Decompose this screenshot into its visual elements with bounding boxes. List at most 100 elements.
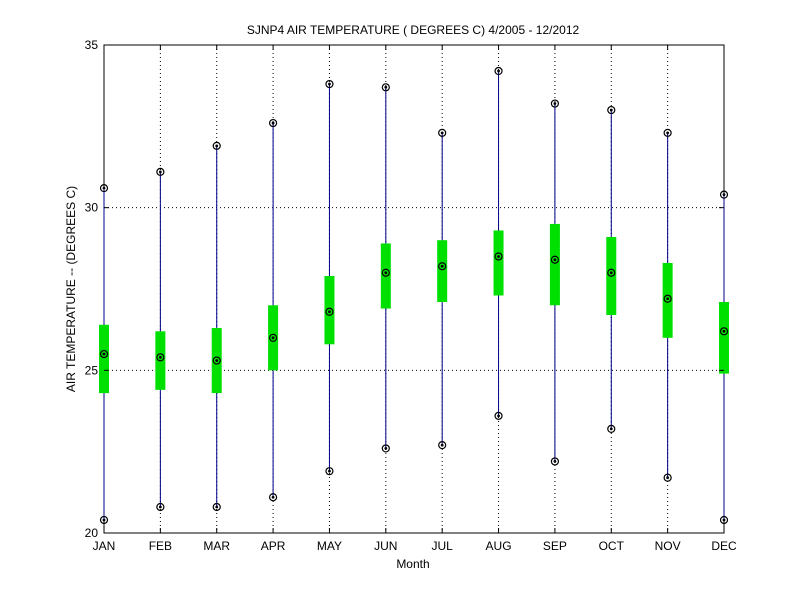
iqr-box xyxy=(719,302,729,374)
max-marker xyxy=(663,128,672,137)
max-marker-dot xyxy=(384,85,388,89)
y-axis: 20 25 30 35 xyxy=(85,38,724,540)
center-marker-dot xyxy=(158,355,162,359)
y-tick-label: 25 xyxy=(85,363,99,377)
x-tick-label: FEB xyxy=(149,539,172,553)
center-marker xyxy=(381,268,390,277)
y-tick-label: 20 xyxy=(85,526,99,540)
x-tick-label: NOV xyxy=(655,539,681,553)
chart-title: SJNP4 AIR TEMPERATURE ( DEGREES C) 4/200… xyxy=(247,23,580,37)
max-marker xyxy=(268,118,278,128)
month-box-nov xyxy=(662,128,673,482)
max-marker xyxy=(156,167,165,176)
max-marker-dot xyxy=(215,144,219,148)
y-tick-label: 35 xyxy=(85,38,99,52)
min-marker xyxy=(325,467,334,476)
x-tick-label: JUN xyxy=(374,539,397,553)
iqr-box xyxy=(437,240,448,303)
center-marker xyxy=(325,307,334,316)
min-marker xyxy=(438,441,447,450)
max-marker-dot xyxy=(609,108,613,112)
iqr-box xyxy=(324,275,335,345)
center-marker-dot xyxy=(609,271,613,275)
center-marker-dot xyxy=(666,297,670,301)
x-axis-label: Month xyxy=(396,557,429,571)
min-marker xyxy=(719,515,729,525)
iqr-box xyxy=(99,324,109,394)
max-marker xyxy=(325,79,334,89)
max-marker xyxy=(550,99,560,108)
center-marker xyxy=(550,255,560,264)
x-tick-label: JAN xyxy=(93,539,116,553)
x-tick-label: DEC xyxy=(711,539,737,553)
month-box-jan xyxy=(99,184,109,525)
min-marker-dot xyxy=(215,505,219,509)
x-tick-label: MAY xyxy=(317,539,342,553)
month-box-jun xyxy=(380,83,391,453)
grid-lines xyxy=(104,45,724,533)
max-marker xyxy=(494,66,503,76)
max-marker-dot xyxy=(271,121,275,125)
center-marker xyxy=(719,327,729,336)
iqr-box xyxy=(549,223,560,306)
min-marker xyxy=(663,473,672,482)
min-marker-dot xyxy=(666,476,670,480)
min-marker-dot xyxy=(271,495,275,499)
x-tick-label: APR xyxy=(261,539,286,553)
month-box-dec xyxy=(719,190,729,525)
x-axis: JAN FEB MAR APR MAY JUN JUL AUG SEP OCT NOV DEC xyxy=(93,45,737,553)
center-marker-dot xyxy=(215,359,219,362)
y-tick-label: 30 xyxy=(85,201,99,215)
max-marker-dot xyxy=(553,102,557,105)
x-tick-label: JUL xyxy=(432,539,454,553)
max-marker xyxy=(719,190,729,199)
center-marker xyxy=(494,252,503,261)
max-marker xyxy=(607,105,616,115)
max-marker xyxy=(212,141,221,150)
x-tick-label: AUG xyxy=(486,539,512,553)
min-marker xyxy=(550,457,560,466)
center-marker-dot xyxy=(553,258,557,262)
center-marker xyxy=(663,294,672,303)
min-marker xyxy=(607,424,616,433)
center-marker-dot xyxy=(384,271,388,275)
min-marker xyxy=(156,502,165,512)
x-tick-label: MAR xyxy=(203,539,230,553)
data-layer xyxy=(99,66,729,525)
iqr-box xyxy=(662,262,673,338)
max-marker xyxy=(438,128,447,137)
month-box-sep xyxy=(549,99,560,466)
max-marker-dot xyxy=(440,131,444,135)
max-marker-dot xyxy=(328,82,331,86)
max-marker-dot xyxy=(666,131,670,135)
month-box-apr xyxy=(268,118,279,502)
center-marker xyxy=(212,356,221,365)
iqr-box xyxy=(493,230,504,296)
max-marker-dot xyxy=(102,186,106,190)
max-marker xyxy=(381,83,390,92)
center-marker-dot xyxy=(271,336,275,340)
min-marker-dot xyxy=(102,518,106,522)
min-marker-dot xyxy=(722,518,726,522)
min-marker-dot xyxy=(553,460,557,463)
y-axis-label: AIR TEMPERATURE -- (DEGREES C) xyxy=(64,186,78,392)
center-marker-dot xyxy=(328,310,331,314)
max-marker-dot xyxy=(497,69,500,73)
min-marker-dot xyxy=(328,469,331,473)
x-tick-label: OCT xyxy=(599,539,625,553)
min-marker-dot xyxy=(384,447,388,450)
center-marker-dot xyxy=(440,264,444,268)
plot-frame xyxy=(103,44,725,534)
center-marker-dot xyxy=(497,255,500,258)
min-marker xyxy=(212,502,221,512)
center-marker xyxy=(156,353,165,362)
month-box-may xyxy=(324,79,335,476)
center-marker xyxy=(99,349,109,359)
x-tick-label: SEP xyxy=(543,539,567,553)
min-marker xyxy=(381,444,390,453)
center-marker xyxy=(268,333,278,342)
min-marker-dot xyxy=(158,505,162,509)
center-marker xyxy=(438,262,447,271)
max-marker-dot xyxy=(722,193,726,197)
